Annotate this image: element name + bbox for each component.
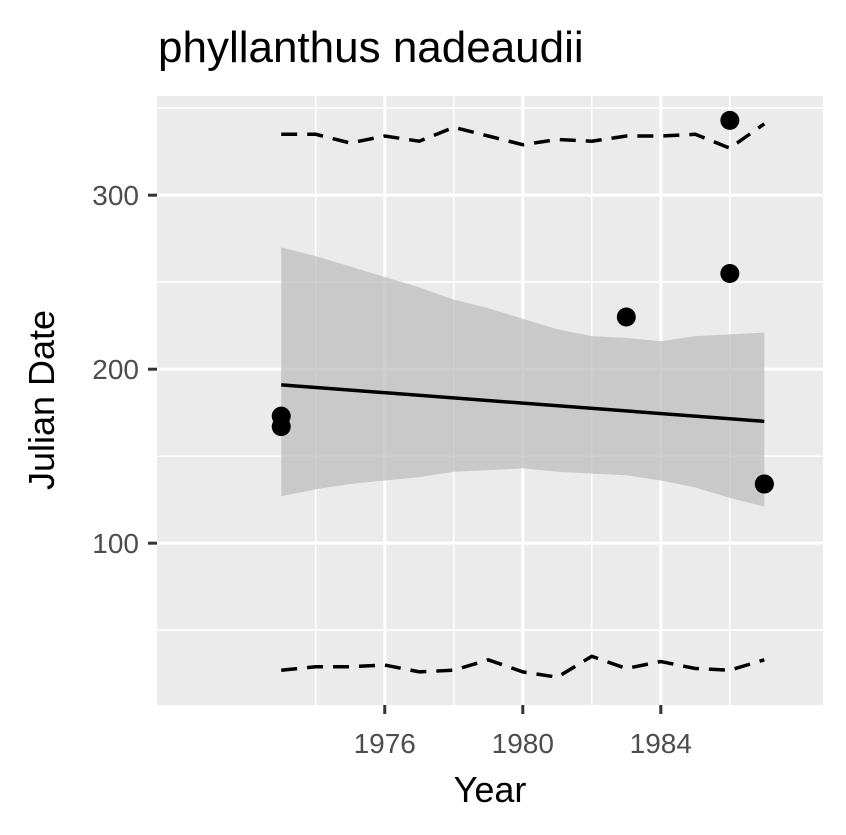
bounds-layer xyxy=(281,122,766,680)
data-point xyxy=(720,110,740,130)
y-tick-label: 300 xyxy=(92,180,139,211)
confidence-band xyxy=(281,247,765,507)
data-point xyxy=(720,263,740,283)
y-tick-label: 200 xyxy=(92,354,139,385)
y-axis: 100 200 300 xyxy=(92,180,157,559)
upper-bound-line xyxy=(281,122,766,151)
x-axis: 1976 1980 1984 xyxy=(354,705,692,759)
fit-line xyxy=(281,383,765,424)
x-tick-label: 1980 xyxy=(492,728,554,759)
x-axis-title: Year xyxy=(454,769,527,810)
chart-title: phyllanthus nadeaudii xyxy=(158,23,584,72)
data-point xyxy=(616,307,636,327)
y-axis-title: Julian Date xyxy=(21,310,62,490)
x-tick-label: 1984 xyxy=(630,728,692,759)
x-tick-label: 1976 xyxy=(354,728,416,759)
data-point xyxy=(754,474,774,494)
data-point xyxy=(271,417,291,437)
confidence-band-layer xyxy=(281,247,765,507)
lower-bound-line xyxy=(281,654,765,680)
y-tick-label: 100 xyxy=(92,528,139,559)
points-layer xyxy=(271,110,774,494)
fit-line-layer xyxy=(281,383,765,424)
